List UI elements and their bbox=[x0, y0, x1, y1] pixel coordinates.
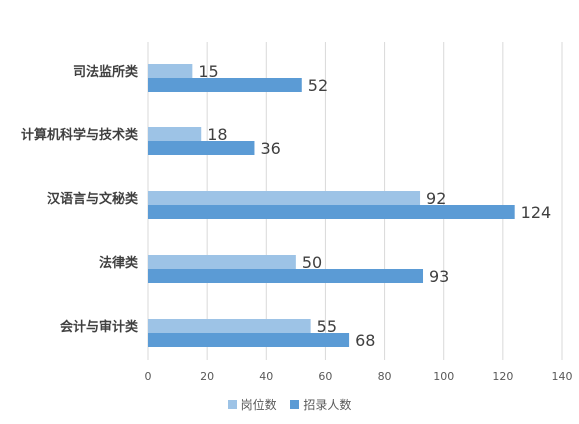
legend-swatch-positions bbox=[227, 400, 237, 409]
x-tick-label: 60 bbox=[318, 370, 332, 383]
legend-item-positions: 岗位数 bbox=[227, 396, 277, 413]
legend-swatch-hires bbox=[290, 400, 300, 409]
legend-item-hires: 招录人数 bbox=[290, 396, 351, 413]
data-label: 18 bbox=[207, 125, 227, 144]
data-label: 93 bbox=[429, 267, 449, 286]
bar-positions bbox=[148, 319, 311, 333]
bar-positions bbox=[148, 127, 202, 141]
bar-hires bbox=[148, 78, 302, 92]
bar-positions bbox=[148, 255, 296, 269]
data-label: 55 bbox=[317, 317, 337, 336]
legend: 岗位数 招录人数 bbox=[0, 396, 579, 413]
data-label: 52 bbox=[308, 76, 328, 95]
category-label: 计算机科学与技术类 bbox=[21, 127, 139, 143]
bar-hires bbox=[148, 205, 515, 219]
value-labels: 15 52 18 36 92 124 50 93 55 68 bbox=[198, 62, 551, 350]
data-label: 68 bbox=[355, 331, 375, 350]
x-tick-label: 80 bbox=[378, 370, 392, 383]
x-tick-label: 20 bbox=[200, 370, 214, 383]
data-label: 124 bbox=[521, 203, 552, 222]
x-axis-tick-labels: 0 20 40 60 80 100 120 140 bbox=[145, 370, 573, 383]
category-label: 会计与审计类 bbox=[60, 319, 139, 335]
category-label: 司法监所类 bbox=[73, 64, 139, 80]
data-label: 36 bbox=[260, 139, 280, 158]
bar-hires bbox=[148, 333, 350, 347]
bars bbox=[148, 64, 515, 347]
legend-label-positions: 岗位数 bbox=[240, 398, 277, 412]
bar-hires bbox=[148, 269, 424, 283]
data-label: 92 bbox=[426, 189, 446, 208]
category-label: 汉语言与文秘类 bbox=[47, 191, 139, 207]
bar-positions bbox=[148, 191, 421, 205]
bar-hires bbox=[148, 141, 255, 155]
x-tick-label: 0 bbox=[145, 370, 152, 383]
x-tick-label: 100 bbox=[433, 370, 454, 383]
data-label: 15 bbox=[198, 62, 218, 81]
bar-positions bbox=[148, 64, 193, 78]
x-tick-label: 120 bbox=[492, 370, 513, 383]
legend-label-hires: 招录人数 bbox=[303, 398, 352, 412]
x-tick-label: 140 bbox=[552, 370, 573, 383]
x-tick-label: 40 bbox=[259, 370, 273, 383]
data-label: 50 bbox=[302, 253, 322, 272]
category-label: 法律类 bbox=[99, 255, 139, 271]
